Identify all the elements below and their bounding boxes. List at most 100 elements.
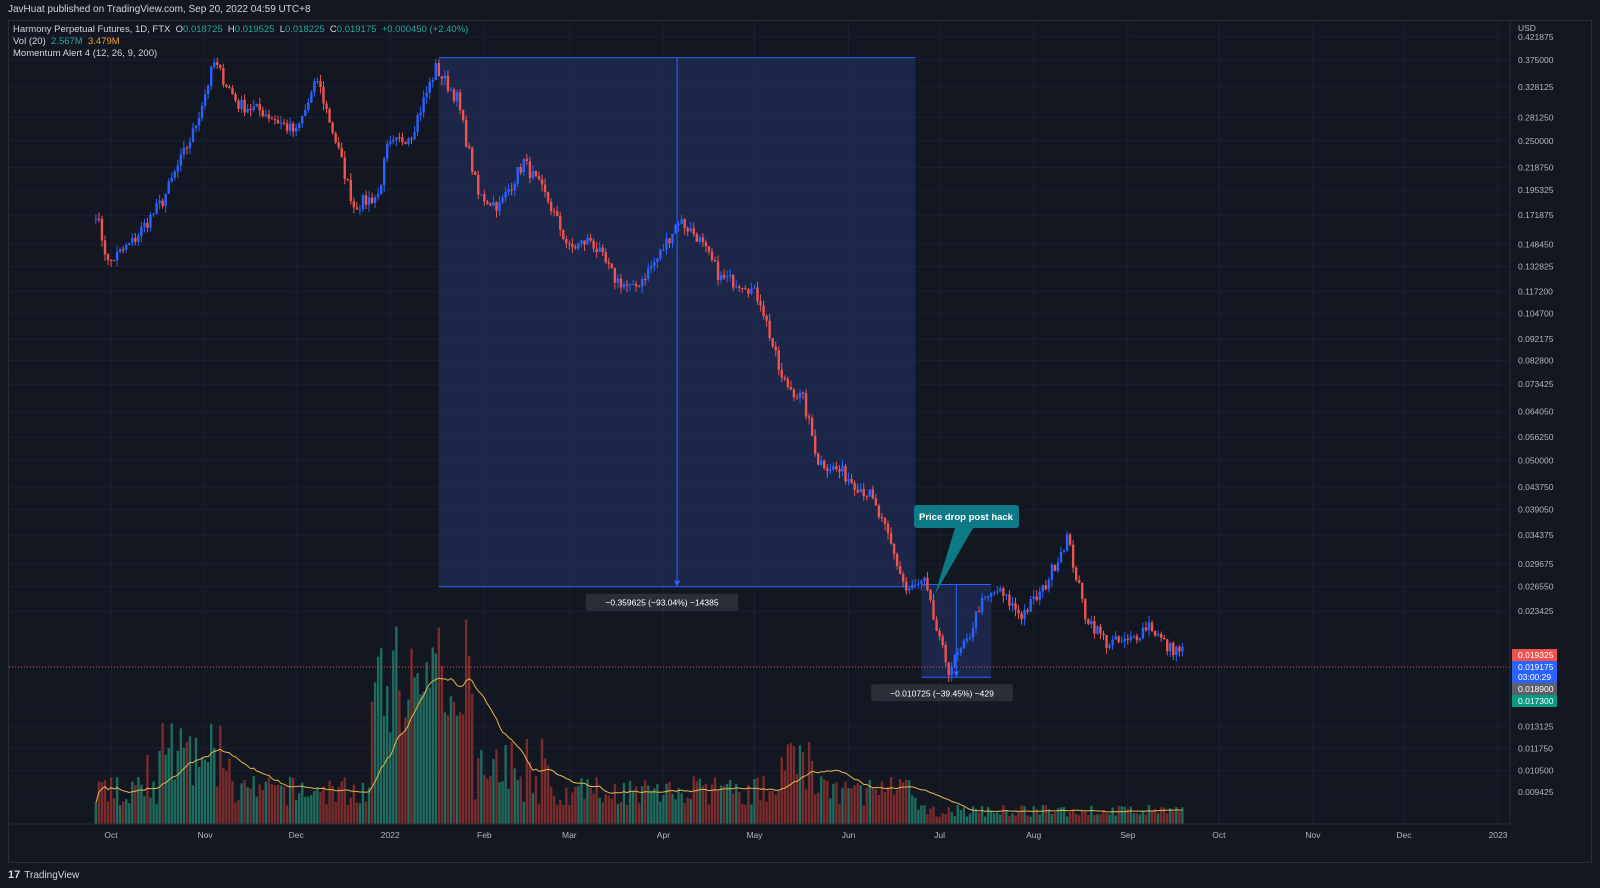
volume-bar — [853, 785, 856, 824]
candle-body — [464, 120, 468, 147]
volume-bar — [328, 780, 331, 824]
volume-bar — [1062, 807, 1066, 824]
volume-bar — [167, 747, 170, 824]
volume-bar — [370, 701, 374, 824]
candle-body — [680, 219, 683, 224]
candle-body — [1135, 635, 1139, 641]
range-label: −0.359625 (−93.04%) −14385 — [605, 598, 718, 608]
legend-volume-row: Vol (20) 2.567M 3.479M — [13, 36, 468, 48]
volume-bar — [993, 813, 996, 824]
volume-bar — [804, 788, 808, 824]
candle-body — [264, 114, 268, 117]
top-bar: JavHuat published on TradingView.com, Se… — [0, 0, 1600, 20]
volume-bar — [1150, 811, 1154, 824]
candle-body — [294, 128, 298, 132]
volume-bar — [206, 762, 210, 824]
volume-bar — [519, 776, 522, 824]
candle-body — [947, 662, 950, 676]
candle-body — [1071, 544, 1075, 568]
y-tick-label: 0.056250 — [1518, 432, 1554, 442]
candle-body — [586, 237, 589, 245]
candle-body — [416, 115, 419, 132]
volume-bar — [920, 805, 923, 824]
volume-bar — [932, 806, 935, 824]
volume-bar — [1102, 810, 1105, 824]
volume-bar — [1169, 808, 1172, 824]
volume-bar — [744, 804, 747, 824]
candle-body — [182, 147, 186, 155]
volume-bar — [443, 712, 447, 824]
y-tick-label: 0.013125 — [1518, 721, 1554, 731]
volume-bar — [783, 770, 787, 824]
candle-body — [222, 68, 225, 85]
candle-body — [1078, 580, 1081, 583]
volume-bar — [917, 809, 920, 824]
price-label: 03:00:29 — [1518, 672, 1551, 682]
candle-body — [519, 167, 522, 173]
candle-body — [343, 157, 346, 179]
candle-body — [1087, 619, 1090, 625]
candle-body — [962, 640, 966, 649]
candle-body — [859, 488, 862, 493]
volume-bar — [413, 677, 416, 824]
volume-bar — [325, 804, 328, 824]
candle-body — [1159, 633, 1163, 638]
volume-bar — [191, 785, 195, 824]
range-arrow-head — [953, 671, 960, 678]
bottom-bar: 17 TradingView — [0, 864, 1600, 888]
volume-bar — [1172, 811, 1175, 824]
y-tick-label: 0.171875 — [1518, 210, 1554, 220]
candle-body — [777, 350, 780, 370]
candle-body — [871, 489, 875, 499]
volume-bar — [340, 781, 343, 824]
open-value: 0.018725 — [183, 24, 223, 35]
volume-bar — [908, 780, 911, 824]
volume-bar — [574, 786, 577, 824]
volume-bar — [480, 750, 483, 824]
candle-body — [613, 267, 617, 283]
x-tick-label: Jun — [842, 830, 856, 840]
volume-bar — [1153, 808, 1157, 824]
candle-body — [1062, 550, 1066, 552]
candle-body — [595, 248, 598, 252]
candle-body — [504, 192, 507, 198]
candle-body — [1181, 646, 1184, 652]
volume-value: 2.567M — [51, 36, 83, 47]
candle-body — [446, 75, 450, 91]
volume-bar — [282, 787, 286, 824]
overlay: Price drop post hack — [9, 505, 1510, 668]
y-tick-label: 0.023425 — [1518, 606, 1554, 616]
volume-bar — [680, 793, 683, 824]
volume-bar — [437, 627, 441, 824]
volume-bar — [659, 801, 662, 824]
candle-body — [732, 274, 735, 288]
volume-bar — [543, 758, 547, 824]
candle-body — [249, 108, 252, 111]
candle-body — [637, 286, 641, 288]
candle-body — [1014, 603, 1017, 610]
candle-body — [501, 197, 504, 203]
volume-label: Vol (20) — [13, 36, 46, 47]
candle-body — [932, 600, 935, 620]
candle-body — [780, 369, 783, 378]
candle-body — [291, 123, 295, 132]
candle-body — [252, 106, 255, 111]
volume-bar — [968, 813, 972, 824]
candle-body — [492, 202, 495, 206]
callout-box — [914, 505, 1019, 528]
volume-bar — [571, 792, 574, 824]
volume-bar — [668, 781, 671, 824]
candle-body — [1120, 641, 1123, 643]
candle-body — [1029, 598, 1032, 612]
candle-body — [622, 284, 626, 288]
candle-body — [307, 102, 310, 110]
candle-body — [304, 109, 307, 116]
candle-body — [152, 213, 155, 215]
callout-text: Price drop post hack — [919, 512, 1014, 523]
tradingview-brand[interactable]: 17 TradingView — [8, 869, 79, 881]
candle-body — [261, 110, 264, 117]
volume-bar — [944, 814, 947, 824]
x-axis: Oct Nov Dec 2022 Feb Mar Apr May Jun Jul Aug Sep Oct… — [9, 823, 1510, 840]
candle-body — [695, 234, 699, 242]
